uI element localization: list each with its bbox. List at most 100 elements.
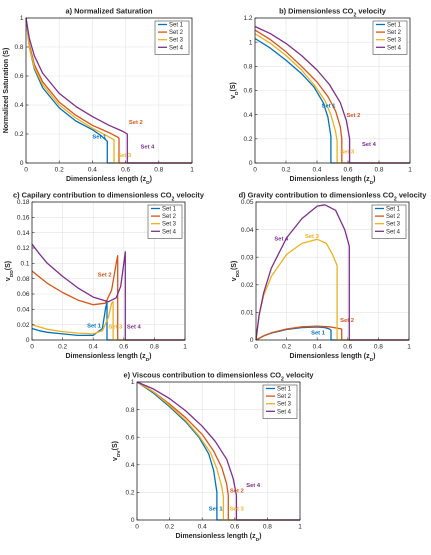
series-line-set-4 (136, 381, 300, 521)
y-tick-label: 0.8 (14, 44, 23, 51)
y-tick-label: 1.2 (243, 15, 252, 22)
legend-label: Set 3 (387, 38, 402, 44)
legend-box (371, 204, 407, 239)
legend-label: Set 4 (169, 45, 184, 51)
series-line-set-4 (31, 243, 185, 341)
axes-box (255, 201, 410, 341)
y-tick-label: 1 (249, 39, 253, 46)
x-tick-label: 0.8 (150, 344, 159, 351)
annotation-label: Set 1 (92, 134, 107, 140)
y-tick-label: 0 (26, 337, 30, 344)
legend-box (372, 20, 408, 55)
y-tick-label: 1 (131, 379, 135, 386)
chart-title: b) Dimensionless CO2 velocity (279, 7, 387, 19)
annotation-label: Set 1 (209, 506, 224, 512)
x-tick-label: 0.8 (374, 344, 383, 351)
x-tick-label: 1 (190, 167, 194, 174)
annotation-label: Set 3 (109, 325, 124, 331)
y-tick-label: 0.16 (17, 215, 30, 222)
series-line-set-3 (25, 17, 192, 164)
x-tick-label: 0.6 (230, 524, 239, 531)
annotation-label: Set 1 (87, 324, 102, 330)
axes-box (31, 201, 186, 341)
x-axis-label: Dimensionless length (zD) (289, 353, 375, 363)
panel-d: 0 0.2 0.4 0.6 0.8 1 0 0.01 0.02 0.03 0.04 0.05d) Gr… (231, 191, 427, 363)
y-tick-label: 0.12 (17, 245, 30, 252)
legend-label: Set 3 (386, 222, 401, 228)
legend-label: Set 3 (277, 402, 292, 408)
legend-box (147, 204, 183, 239)
annotation-label: Set 4 (141, 145, 156, 151)
annotation-label: Set 3 (305, 234, 320, 240)
y-axis-label: vDD(S) (5, 261, 15, 281)
annotation-label: Set 2 (230, 488, 244, 494)
chart-title: d) Gravity contribution to dimensionless… (239, 191, 428, 203)
legend-label: Set 1 (277, 387, 292, 393)
axes-box (136, 381, 301, 521)
series-line-set-1 (136, 381, 300, 521)
y-tick-label: 0.2 (243, 136, 252, 143)
x-tick-label: 0.2 (281, 167, 290, 174)
legend-label: Set 2 (169, 30, 184, 36)
annotation-label: Set 3 (117, 153, 132, 159)
y-tick-label: 0.8 (125, 407, 134, 414)
x-tick-label: 0.6 (121, 167, 130, 174)
annotation-label: Set 1 (322, 103, 337, 109)
y-tick-label: 0.6 (243, 88, 252, 95)
x-tick-label: 0 (135, 524, 139, 531)
x-tick-label: 0 (30, 344, 34, 351)
chart-title: c) Capilary contribution to dimensionles… (13, 191, 205, 203)
x-axis-label: Dimensionless length (zD) (289, 176, 375, 186)
legend-label: Set 4 (162, 229, 177, 235)
x-axis-label: Dimensionless length (zD) (65, 353, 151, 363)
annotation-label: Set 4 (127, 325, 142, 331)
series-line-set-4 (25, 17, 192, 164)
series-line-set-2 (254, 29, 410, 164)
chart-title: e) Viscous contribution to dimensionless… (123, 371, 314, 383)
y-tick-label: 0.14 (17, 230, 30, 237)
legend-label: Set 4 (387, 45, 402, 51)
series-line-set-1 (31, 301, 185, 341)
series-line-set-2 (255, 325, 409, 341)
x-tick-label: 0.6 (119, 344, 128, 351)
x-tick-label: 0.4 (198, 524, 207, 531)
y-axis-label: vDG(S) (231, 261, 241, 282)
series-line-set-2 (31, 255, 185, 341)
x-tick-label: 0.4 (312, 167, 321, 174)
series-line-set-1 (254, 37, 410, 164)
legend-label: Set 3 (169, 38, 184, 44)
legend-label: Set 1 (387, 23, 402, 29)
y-tick-label: 0.05 (241, 199, 254, 206)
y-axis-label: Normalized Saturation (S) (3, 48, 10, 134)
series-line-set-2 (25, 17, 192, 164)
x-tick-label: 0.2 (165, 524, 174, 531)
legend-label: Set 3 (162, 222, 177, 228)
x-tick-label: 1 (183, 344, 187, 351)
x-tick-label: 0.6 (343, 167, 352, 174)
y-tick-label: 0.06 (17, 291, 30, 298)
legend-label: Set 2 (277, 394, 292, 400)
y-tick-label: 0.8 (243, 64, 252, 71)
series-line-set-3 (31, 301, 185, 341)
annotation-label: Set 4 (362, 142, 377, 148)
legend-label: Set 1 (386, 207, 401, 213)
y-tick-label: 0.04 (241, 227, 254, 234)
y-tick-label: 0.18 (17, 199, 30, 206)
x-tick-label: 0.4 (88, 167, 97, 174)
y-tick-label: 0 (20, 160, 24, 167)
x-tick-label: 1 (408, 167, 412, 174)
y-tick-label: 0.6 (125, 434, 134, 441)
y-tick-label: 0.03 (241, 254, 254, 261)
y-tick-label: 0.2 (14, 131, 23, 138)
series-line-set-3 (254, 33, 410, 164)
annotation-label: Set 2 (340, 318, 354, 324)
panel-b: 0 0.2 0.4 0.6 0.8 1 0 0.2 0.4 0.6 0.8 1 1.2 b) Dimens… (230, 7, 412, 186)
y-tick-label: 0.4 (14, 102, 23, 109)
series-line-set-3 (136, 381, 300, 521)
y-tick-label: 0.01 (241, 310, 254, 317)
y-tick-label: 0 (131, 517, 135, 524)
